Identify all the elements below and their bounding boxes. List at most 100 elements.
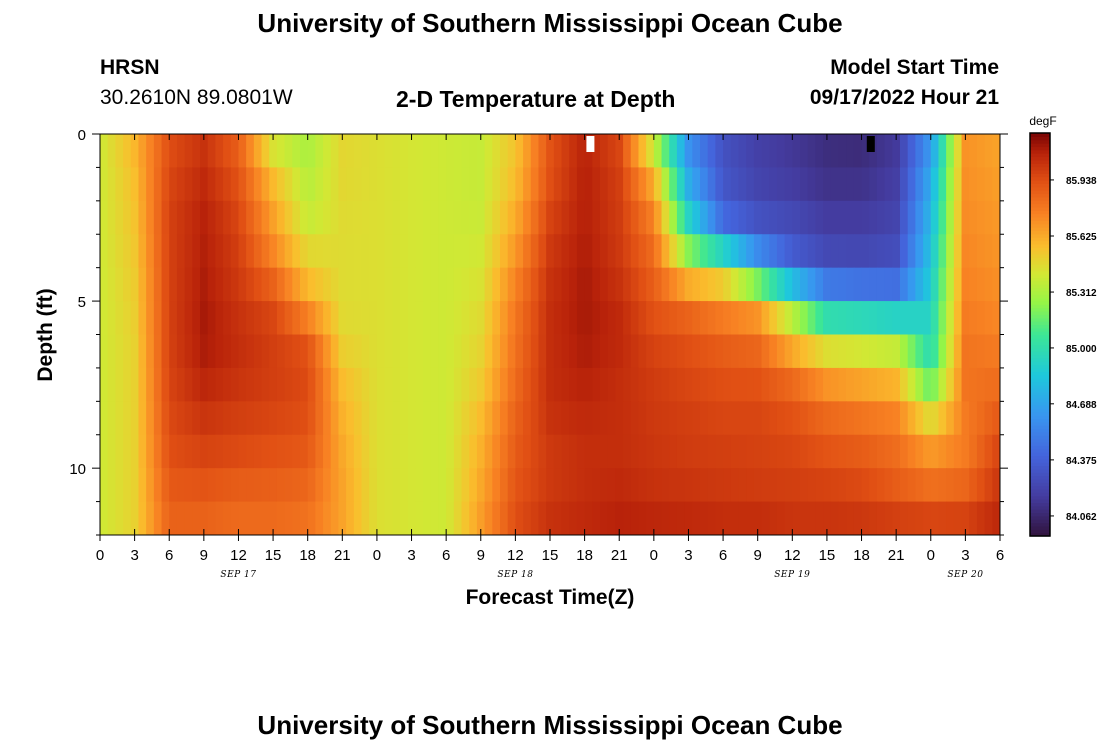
heatmap-cell — [569, 267, 578, 302]
heatmap-cell — [392, 401, 401, 436]
heatmap-cell — [769, 367, 778, 402]
colorbar-unit: degF — [1029, 114, 1056, 128]
y-tick-label: 10 — [69, 461, 86, 478]
heatmap-cell — [861, 501, 870, 535]
heatmap-cell — [430, 501, 440, 535]
heatmap-cell — [623, 301, 632, 336]
heatmap-cell — [500, 468, 509, 503]
heatmap-cell — [676, 134, 686, 169]
heatmap-cell — [253, 301, 263, 336]
heatmap-cell — [561, 401, 570, 436]
heatmap-cell — [176, 267, 186, 302]
heatmap-cell — [823, 434, 832, 469]
heatmap-cell — [346, 468, 355, 503]
heatmap-cell — [892, 200, 901, 235]
heatmap-cell — [453, 267, 463, 302]
heatmap-cell — [653, 501, 663, 535]
heatmap-cell — [761, 234, 770, 269]
x-tick-label: 18 — [576, 547, 593, 564]
heatmap-cell — [492, 367, 501, 402]
colorbar-segment — [1030, 317, 1050, 322]
heatmap-cell — [838, 167, 847, 202]
colorbar-segment — [1030, 193, 1050, 198]
heatmap-cell — [846, 134, 855, 169]
heatmap-cell — [238, 134, 247, 169]
heatmap-cell — [715, 134, 724, 169]
heatmap-cell — [500, 501, 509, 535]
heatmap-cell — [730, 434, 740, 469]
heatmap-cell — [692, 267, 701, 302]
heatmap-cell — [815, 434, 824, 469]
heatmap-cell — [792, 200, 801, 235]
heatmap-cell — [476, 334, 486, 369]
heatmap-cell — [976, 167, 986, 202]
heatmap-cell — [638, 167, 647, 202]
heatmap-cell — [761, 167, 770, 202]
heatmap-cell — [738, 134, 747, 169]
heatmap-cell — [569, 200, 578, 235]
heatmap-cell — [115, 468, 124, 503]
colorbar-segment — [1030, 267, 1050, 272]
heatmap-cell — [876, 200, 886, 235]
heatmap-cell — [815, 267, 824, 302]
heatmap-cell — [300, 267, 309, 302]
colorbar-segment — [1030, 465, 1050, 470]
heatmap-cell — [476, 501, 486, 535]
heatmap-cell — [530, 167, 540, 202]
heatmap-cell — [923, 434, 932, 469]
heatmap-cell — [553, 134, 563, 169]
heatmap-cell — [223, 134, 232, 169]
heatmap-cell — [507, 267, 516, 302]
heatmap-cell — [353, 334, 363, 369]
heatmap-cell — [269, 167, 278, 202]
heatmap-cell — [607, 301, 616, 336]
heatmap-cell — [830, 501, 840, 535]
heatmap-cell — [107, 234, 116, 269]
heatmap-cell — [576, 367, 586, 402]
heatmap-cell — [307, 301, 316, 336]
heatmap-cell — [607, 501, 616, 535]
heatmap-cell — [269, 434, 278, 469]
heatmap-cell — [369, 234, 378, 269]
heatmap-cell — [161, 134, 170, 169]
heatmap-cell — [153, 501, 163, 535]
heatmap-cell — [776, 134, 786, 169]
heatmap-cell — [169, 200, 178, 235]
heatmap-cell — [992, 401, 1000, 436]
heatmap-cell — [715, 468, 724, 503]
heatmap-cell — [792, 334, 801, 369]
heatmap-cell — [615, 334, 624, 369]
heatmap-cell — [792, 134, 801, 169]
heatmap-cell — [823, 334, 832, 369]
heatmap-cell — [723, 401, 732, 436]
colorbar-segment — [1030, 445, 1050, 450]
heatmap-cell — [600, 434, 609, 469]
heatmap-cell — [284, 301, 293, 336]
heatmap-cell — [207, 367, 216, 402]
heatmap-cell — [630, 468, 640, 503]
heatmap-cell — [330, 200, 340, 235]
heatmap-cell — [830, 301, 840, 336]
heatmap-cell — [946, 200, 955, 235]
heatmap-cell — [561, 501, 570, 535]
heatmap-cell — [600, 468, 609, 503]
heatmap-cell — [569, 167, 578, 202]
heatmap-cell — [346, 267, 355, 302]
heatmap-cell — [853, 401, 863, 436]
heatmap-cell — [115, 501, 124, 535]
heatmap-cell — [884, 468, 893, 503]
heatmap-cell — [276, 468, 286, 503]
heatmap-cell — [661, 267, 670, 302]
heatmap-cell — [915, 200, 924, 235]
heatmap-cell — [176, 367, 186, 402]
heatmap-cell — [507, 301, 516, 336]
heatmap-cell — [507, 167, 516, 202]
heatmap-cell — [600, 267, 609, 302]
heatmap-cell — [592, 234, 601, 269]
heatmap-cell — [323, 134, 332, 169]
date-label: SEP 18 — [497, 570, 533, 580]
heatmap-cell — [938, 134, 947, 169]
heatmap-cell — [423, 401, 432, 436]
heatmap-cell — [753, 167, 763, 202]
heatmap-cell — [930, 267, 940, 302]
